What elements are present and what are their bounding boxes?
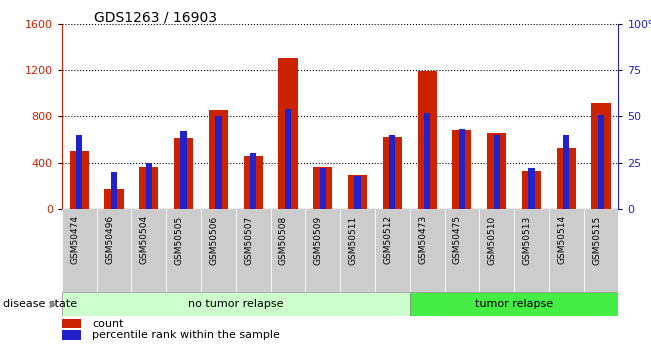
Bar (62, 319, 81, 328)
Bar (271, 209, 305, 292)
Bar (70, 151, 89, 209)
Bar (104, 188, 124, 209)
Text: GSM50509: GSM50509 (314, 215, 323, 265)
Bar (409, 209, 445, 292)
Text: GSM50504: GSM50504 (140, 215, 149, 265)
Bar (146, 162, 152, 209)
Bar (563, 135, 570, 209)
Text: GSM50514: GSM50514 (557, 215, 566, 265)
Bar (389, 135, 395, 209)
Text: percentile rank within the sample: percentile rank within the sample (92, 330, 281, 340)
Text: tumor relapse: tumor relapse (475, 299, 553, 309)
Bar (139, 167, 158, 209)
Bar (209, 109, 228, 209)
Text: GSM50513: GSM50513 (523, 215, 531, 265)
Bar (584, 209, 618, 292)
Text: GSM50507: GSM50507 (244, 215, 253, 265)
Text: GSM50511: GSM50511 (348, 215, 357, 265)
Text: GSM50473: GSM50473 (418, 215, 427, 265)
Bar (76, 135, 83, 209)
Bar (320, 168, 326, 209)
Bar (493, 135, 500, 209)
Bar (529, 168, 534, 209)
Text: GSM50474: GSM50474 (70, 215, 79, 264)
Text: disease state: disease state (3, 299, 77, 309)
Bar (424, 113, 430, 209)
Bar (62, 331, 81, 339)
Bar (279, 58, 298, 209)
Bar (383, 137, 402, 209)
Bar (592, 102, 611, 209)
Text: GSM50506: GSM50506 (210, 215, 218, 265)
Text: ▶: ▶ (50, 299, 58, 309)
Bar (166, 209, 201, 292)
Bar (557, 148, 576, 209)
Bar (201, 209, 236, 292)
Bar (459, 129, 465, 209)
Bar (409, 292, 618, 316)
Bar (305, 209, 340, 292)
Bar (250, 153, 256, 209)
Bar (417, 71, 437, 209)
Text: GSM50512: GSM50512 (383, 215, 393, 265)
Text: count: count (92, 319, 124, 329)
Text: GSM50515: GSM50515 (592, 215, 601, 265)
Bar (522, 171, 541, 209)
Bar (215, 117, 221, 209)
Bar (243, 156, 263, 209)
Bar (62, 209, 96, 292)
Text: GSM50508: GSM50508 (279, 215, 288, 265)
Bar (348, 175, 367, 209)
Text: GSM50475: GSM50475 (453, 215, 462, 265)
Bar (340, 209, 375, 292)
Bar (132, 209, 166, 292)
Text: GSM50496: GSM50496 (105, 215, 114, 265)
Bar (514, 209, 549, 292)
Bar (354, 176, 361, 209)
Bar (549, 209, 584, 292)
Bar (180, 131, 187, 209)
Bar (111, 172, 117, 209)
Text: GSM50505: GSM50505 (174, 215, 184, 265)
Text: GSM50510: GSM50510 (488, 215, 497, 265)
Bar (598, 115, 604, 209)
Bar (479, 209, 514, 292)
Bar (236, 209, 271, 292)
Bar (487, 132, 506, 209)
Bar (452, 130, 471, 209)
Bar (375, 209, 409, 292)
Bar (62, 292, 409, 316)
Text: GDS1263 / 16903: GDS1263 / 16903 (94, 10, 217, 24)
Text: no tumor relapse: no tumor relapse (188, 299, 284, 309)
Bar (285, 109, 291, 209)
Bar (313, 167, 332, 209)
Bar (174, 138, 193, 209)
Bar (96, 209, 132, 292)
Bar (445, 209, 479, 292)
